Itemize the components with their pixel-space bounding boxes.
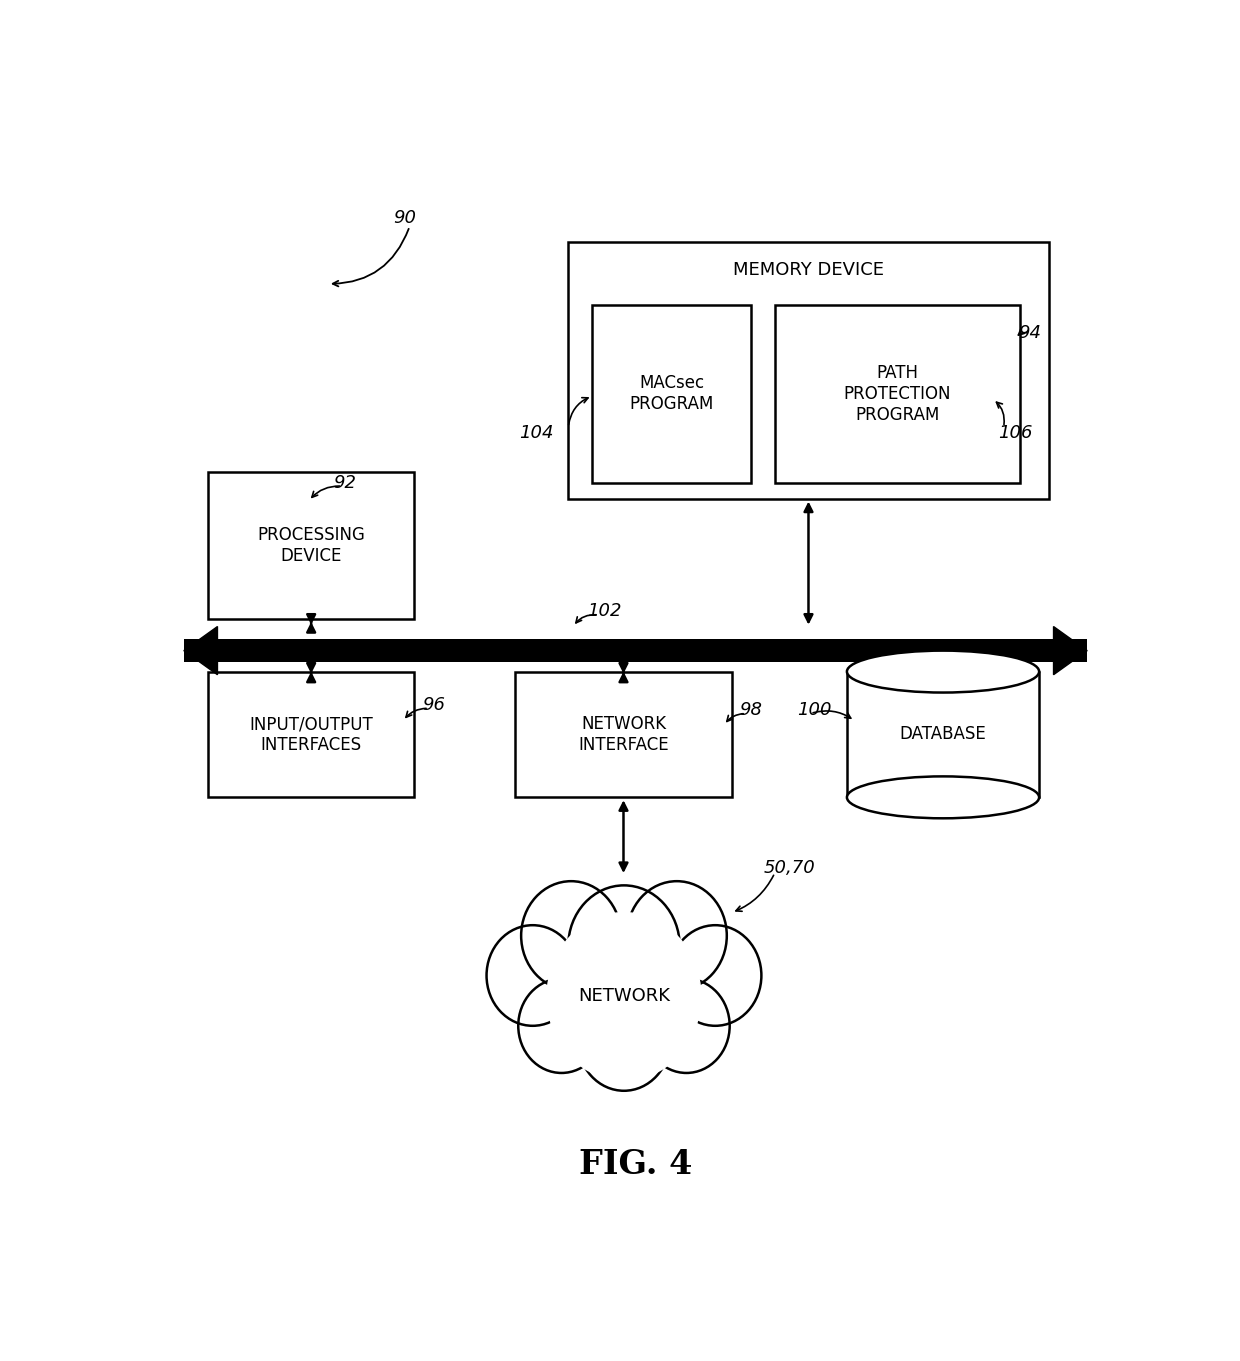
Text: 106: 106	[998, 423, 1032, 442]
Text: INPUT/OUTPUT
INTERFACES: INPUT/OUTPUT INTERFACES	[249, 715, 373, 754]
Bar	[775, 305, 1021, 483]
Circle shape	[521, 881, 621, 991]
Bar	[593, 305, 750, 483]
Text: 92: 92	[332, 474, 356, 491]
Circle shape	[518, 979, 605, 1072]
Circle shape	[644, 979, 729, 1072]
Text: 104: 104	[520, 423, 554, 442]
Ellipse shape	[847, 776, 1039, 818]
Circle shape	[670, 925, 761, 1026]
Text: MACsec
PROGRAM: MACsec PROGRAM	[630, 374, 714, 414]
Text: DATABASE: DATABASE	[900, 725, 986, 743]
Text: 98: 98	[739, 701, 763, 720]
Text: 100: 100	[797, 701, 832, 720]
Bar	[208, 472, 414, 619]
Text: PATH
PROTECTION
PROGRAM: PATH PROTECTION PROGRAM	[843, 365, 951, 423]
Bar	[847, 671, 1039, 798]
Polygon shape	[184, 626, 217, 675]
Text: PROCESSING
DEVICE: PROCESSING DEVICE	[257, 527, 365, 565]
Text: 90: 90	[393, 208, 417, 227]
Polygon shape	[1054, 626, 1087, 675]
Bar	[568, 242, 1049, 498]
Circle shape	[486, 925, 579, 1026]
Polygon shape	[184, 640, 1087, 663]
Text: MEMORY DEVICE: MEMORY DEVICE	[733, 261, 884, 279]
Ellipse shape	[847, 651, 1039, 693]
Circle shape	[568, 886, 680, 1007]
Text: NETWORK: NETWORK	[578, 988, 670, 1006]
Text: NETWORK
INTERFACE: NETWORK INTERFACE	[578, 715, 668, 754]
Text: 102: 102	[588, 602, 622, 619]
Text: 50,70: 50,70	[764, 859, 815, 876]
Text: 96: 96	[422, 695, 445, 715]
Circle shape	[627, 881, 727, 991]
Circle shape	[578, 991, 670, 1090]
Text: FIG. 4: FIG. 4	[579, 1147, 692, 1180]
Bar	[208, 671, 414, 798]
Bar	[516, 671, 732, 798]
Text: 94: 94	[1018, 324, 1040, 342]
Circle shape	[547, 913, 701, 1081]
